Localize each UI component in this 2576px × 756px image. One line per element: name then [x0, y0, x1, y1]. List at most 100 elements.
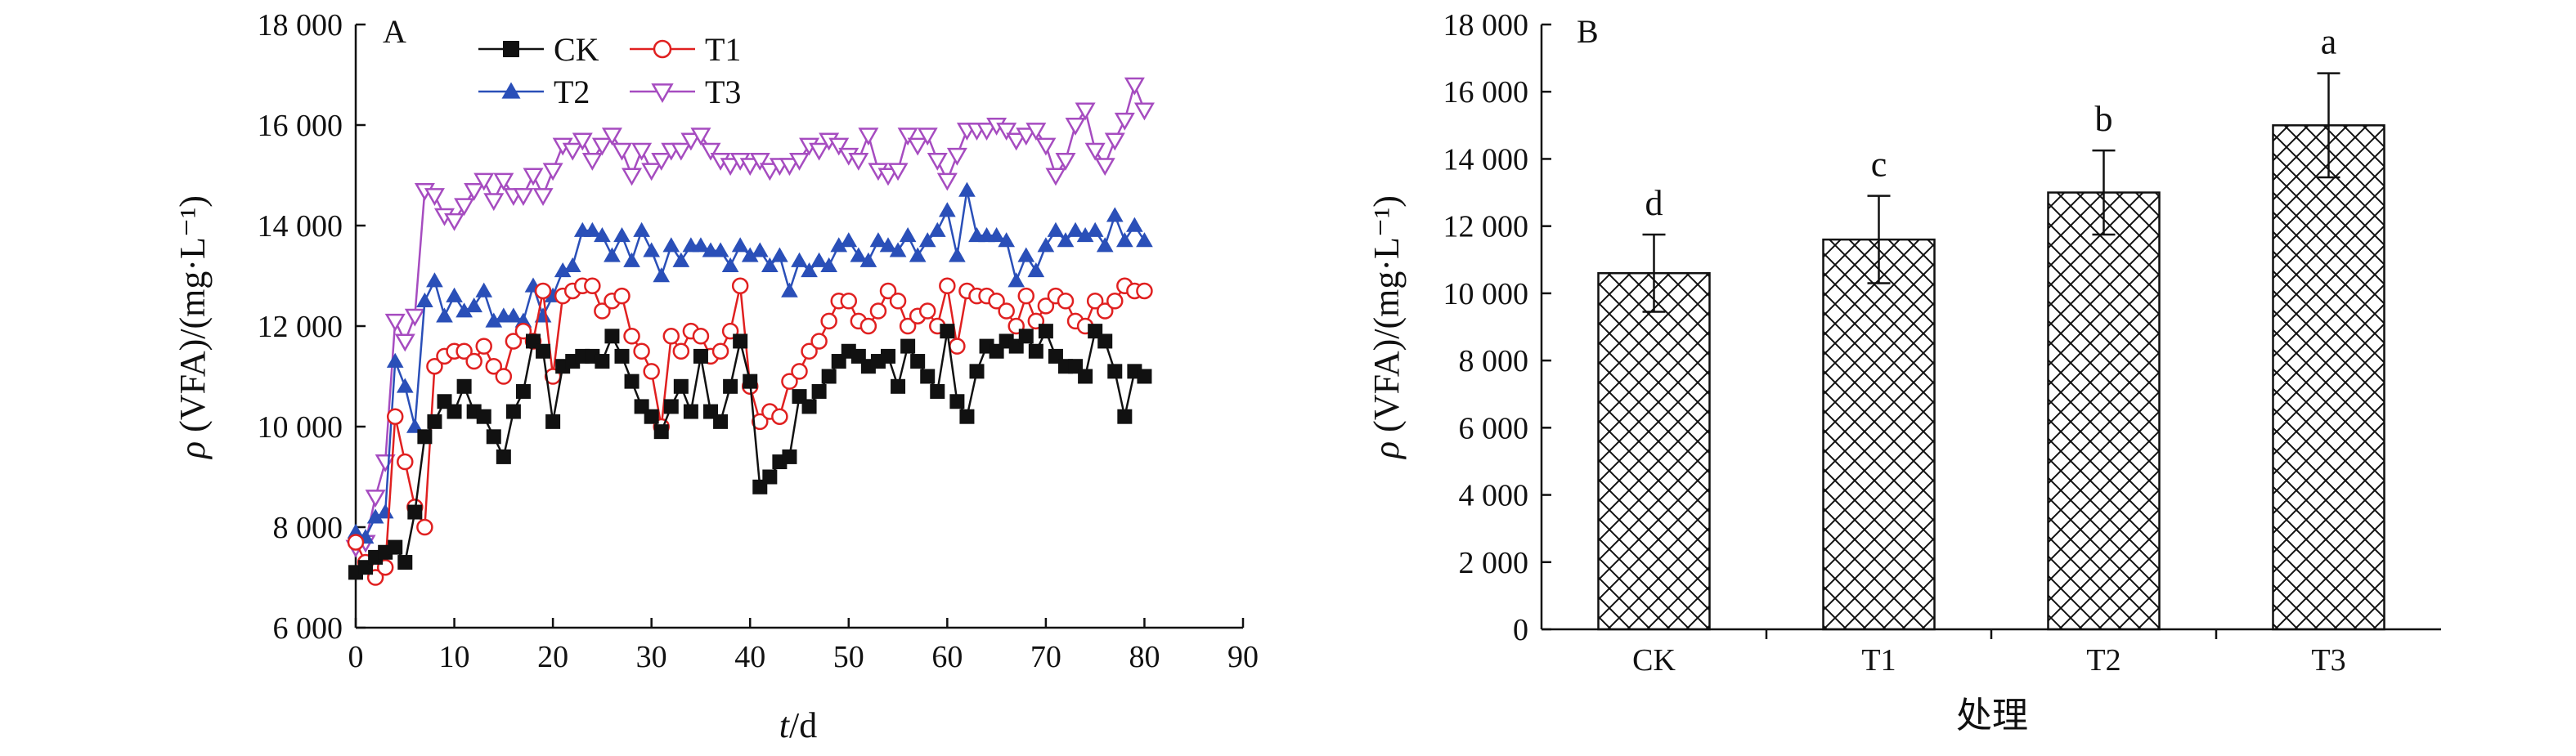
data-point-circle [426, 357, 443, 375]
data-point-triangle-up [465, 297, 483, 313]
data-point-circle [495, 368, 513, 385]
data-point-square [693, 348, 708, 364]
data-point-triangle-down [1025, 123, 1047, 141]
data-point-circle [1136, 282, 1153, 300]
bar-t2 [2047, 191, 2161, 631]
data-point-triangle-up [475, 282, 493, 297]
data-point-circle [918, 302, 936, 320]
data-point-square [417, 429, 433, 445]
data-point-square [940, 324, 955, 339]
data-point-triangle-down [828, 137, 850, 156]
data-point-triangle-up [416, 292, 433, 308]
data-point-triangle-up [1106, 207, 1124, 222]
data-point-triangle-up [633, 221, 650, 237]
data-point-triangle-down [1104, 132, 1125, 151]
data-point-circle [711, 342, 729, 360]
data-point-triangle-up [347, 523, 365, 539]
data-point-triangle-down [523, 168, 544, 186]
panel-b-y-tick-label: 0 [1513, 613, 1528, 647]
panel-b-tick-labels: 0 2 000 4 000 6 000 8 000 10 000 12 000 14 000 1… [1443, 8, 2346, 678]
data-point-triangle-down [394, 333, 415, 352]
data-point-triangle-down [976, 123, 998, 141]
data-point-circle [584, 277, 601, 295]
panel-a-x-tick-label: 50 [833, 640, 864, 674]
panel-a-x-tick-label: 10 [439, 640, 470, 674]
data-point-circle [998, 302, 1015, 320]
data-point-triangle-down [591, 137, 613, 156]
panel-b-y-tick-label: 10 000 [1443, 277, 1529, 311]
data-point-triangle-up [869, 232, 887, 248]
data-point-triangle-down [493, 172, 514, 191]
data-point-square [496, 449, 511, 464]
data-point-triangle-up [1136, 232, 1153, 248]
data-point-triangle-up [406, 418, 424, 433]
data-point-square [811, 383, 827, 399]
data-point-square [881, 348, 895, 364]
data-point-triangle-up [643, 242, 661, 257]
data-point-square [1028, 343, 1043, 359]
series-t1 [347, 277, 1153, 586]
data-point-triangle-down [877, 168, 899, 186]
data-point-triangle-up [1037, 237, 1055, 253]
data-point-triangle-up [781, 282, 798, 297]
data-point-circle [869, 302, 887, 320]
data-point-triangle-down [1114, 112, 1135, 131]
data-point-triangle-down [365, 490, 386, 508]
data-point-circle [485, 357, 503, 375]
data-point-square [930, 383, 945, 399]
data-point-square [614, 348, 630, 364]
series-t2 [347, 181, 1153, 544]
data-point-triangle-down [671, 142, 692, 161]
legend-label: T3 [705, 74, 741, 110]
data-point-square [536, 343, 551, 359]
data-point-square [801, 399, 817, 414]
data-point-triangle-down [690, 127, 711, 146]
data-point-triangle-down [1133, 102, 1155, 121]
data-point-square [644, 409, 659, 424]
data-point-triangle-up [731, 237, 749, 253]
data-point-circle [633, 342, 650, 360]
data-point-triangle-up [1057, 232, 1075, 248]
data-point-circle [505, 333, 523, 350]
data-point-triangle-down [562, 142, 583, 161]
bar-group-t1: c [1822, 145, 1936, 631]
data-point-triangle-down [1016, 127, 1037, 146]
data-point-triangle-up [692, 237, 710, 253]
panel-a-legend: CK T1 T2 T3 [478, 31, 741, 110]
panel-b-y-tick-label: 4 000 [1459, 479, 1529, 513]
data-point-circle [456, 342, 473, 360]
data-point-triangle-up [1096, 237, 1114, 253]
data-point-square [1018, 329, 1034, 344]
data-point-triangle-up [583, 221, 601, 237]
data-point-square [624, 374, 640, 389]
data-point-triangle-up [840, 232, 858, 248]
data-point-circle [465, 352, 482, 370]
data-point-triangle-up [1008, 272, 1025, 288]
data-point-triangle-down [651, 83, 674, 104]
data-point-triangle-up [386, 352, 404, 368]
panel-b-x-tick-label: CK [1632, 643, 1676, 678]
legend-entry-ck: CK [478, 31, 599, 68]
panel-a-y-tick-label: 14 000 [258, 209, 343, 244]
data-point-triangle-down [464, 182, 485, 201]
data-point-triangle-up [949, 247, 966, 262]
data-point-circle [731, 277, 749, 295]
data-point-triangle-up [613, 226, 631, 243]
data-point-triangle-down [631, 142, 653, 161]
data-point-triangle-up [918, 232, 936, 248]
data-point-triangle-up [721, 257, 739, 272]
data-point-triangle-down [1094, 158, 1115, 177]
legend-entry-t3: T3 [630, 74, 741, 110]
data-point-triangle-up [1086, 221, 1104, 237]
data-point-square [891, 378, 906, 394]
data-point-triangle-down [572, 132, 593, 151]
panel-a-label: A [383, 13, 406, 50]
data-point-triangle-down [788, 153, 810, 171]
data-point-square [1117, 409, 1133, 424]
panel-a-y-tick-label: 12 000 [258, 310, 343, 344]
data-point-square [743, 374, 758, 389]
data-point-circle [1057, 293, 1075, 310]
data-point-triangle-up [830, 237, 848, 253]
data-point-triangle-up [889, 242, 907, 257]
